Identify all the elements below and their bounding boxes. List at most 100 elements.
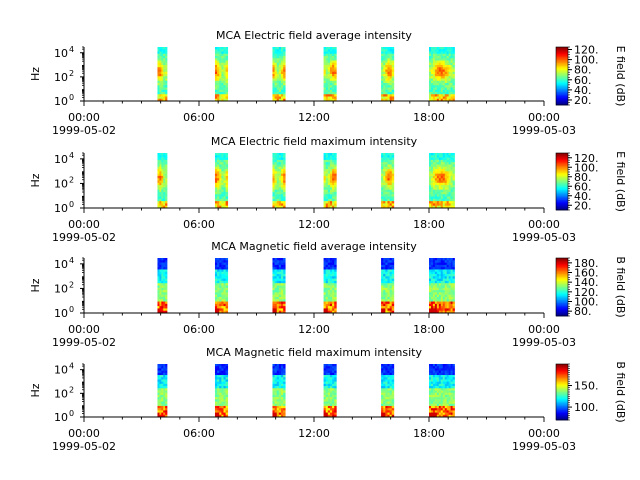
spectrogram-cell [280, 51, 284, 55]
spectrogram-cell [334, 157, 337, 161]
spectrogram-cell [276, 278, 280, 282]
spectrogram-cell [283, 159, 286, 163]
spectrogram-cell [438, 47, 442, 50]
spectrogram-cell [323, 89, 327, 93]
spectrogram-cell [436, 271, 440, 275]
spectrogram-cell [450, 159, 453, 163]
spectrogram-cell [219, 67, 222, 70]
spectrogram-cell [440, 58, 444, 61]
colorbar-swatch [556, 81, 568, 84]
spectrogram-cell [444, 166, 447, 170]
spectrogram-cell [385, 76, 388, 79]
x-tick-label: 00:00 [528, 218, 560, 231]
spectrogram-cell [381, 271, 384, 275]
panel-title: MCA Electric field average intensity [216, 29, 412, 42]
spectrogram-cell [323, 85, 327, 88]
spectrogram-cell [450, 166, 453, 170]
spectrogram-cell [438, 185, 442, 188]
colorbar-tick-label: 60. [574, 74, 592, 87]
spectrogram-cell [272, 185, 275, 188]
colorbar-tick-label: 120. [574, 152, 599, 165]
spectrogram-cell [165, 94, 168, 97]
spectrogram-cell [429, 408, 432, 411]
spectrogram-cell [444, 203, 447, 207]
spectrogram-cell [452, 392, 455, 396]
spectrogram-cell [272, 203, 275, 207]
colorbar-swatch [556, 407, 568, 410]
spectrogram-cell [274, 269, 278, 273]
spectrogram-cell [440, 80, 444, 84]
spectrogram-cell [389, 62, 393, 66]
spectrogram-cell [444, 180, 447, 184]
spectrogram-cell [272, 271, 275, 275]
spectrogram-cell [272, 53, 275, 57]
spectrogram-cell [391, 379, 395, 382]
spectrogram-cell [385, 60, 388, 64]
y-tick-base: 10 [54, 282, 68, 295]
spectrogram-cell [223, 366, 226, 369]
spectrogram-cell [278, 180, 282, 184]
spectrogram-cell [387, 308, 390, 312]
spectrogram-cell [159, 185, 162, 188]
spectrogram-cell [276, 287, 280, 291]
spectrogram-cell [434, 290, 438, 293]
spectrogram-cell [442, 366, 446, 369]
spectrogram-cell [225, 267, 229, 270]
spectrogram-cell [383, 258, 386, 261]
spectrogram-cell [217, 399, 220, 402]
spectrogram-cell [442, 278, 446, 282]
spectrogram-cell [159, 83, 162, 86]
spectrogram-cell [448, 185, 451, 188]
spectrogram-cell [272, 180, 275, 184]
spectrogram-cell [223, 60, 226, 64]
spectrogram-cell [325, 397, 329, 400]
spectrogram-cell [214, 290, 218, 293]
spectrogram-cell [272, 299, 275, 302]
spectrogram-cell [163, 292, 166, 295]
spectrogram-cell [217, 78, 220, 82]
spectrogram-cell [161, 173, 164, 177]
spectrogram-cell [283, 294, 286, 298]
spectrogram-cell [280, 390, 284, 394]
y-tick-base: 10 [54, 202, 68, 215]
spectrogram-cell [159, 276, 162, 279]
spectrogram-cell [450, 205, 453, 209]
spectrogram-cell [434, 269, 438, 273]
spectrogram-cell [385, 372, 388, 376]
spectrogram-cell [383, 290, 386, 293]
y-tick-label: 10 [54, 282, 68, 295]
spectrogram-cell [163, 274, 166, 277]
spectrogram-cell [276, 299, 280, 302]
spectrogram-cell [217, 175, 220, 179]
spectrogram-cell [165, 98, 168, 102]
spectrogram-cell [219, 60, 222, 64]
spectrogram-cell [391, 98, 395, 102]
spectrogram-cell [334, 173, 337, 177]
spectrogram-cell [442, 260, 446, 263]
spectrogram-cell [165, 308, 168, 312]
spectrogram-cell [391, 49, 395, 52]
spectrogram-cell [434, 258, 438, 261]
colorbar-swatch [556, 99, 568, 102]
spectrogram-cell [325, 162, 329, 165]
spectrogram-cell [438, 196, 442, 200]
spectrogram-cell [283, 381, 286, 385]
spectrogram-cell [214, 306, 218, 309]
spectrogram-cell [225, 80, 229, 84]
spectrogram-cell [219, 58, 222, 61]
spectrogram-cell [430, 310, 434, 314]
spectrogram-cell [325, 89, 329, 93]
spectrogram-cell [450, 287, 453, 291]
spectrogram-cell [452, 180, 455, 184]
spectrogram-cell [272, 74, 275, 77]
spectrogram-cell [446, 180, 449, 184]
colorbar-swatch [556, 403, 568, 405]
spectrogram-cell [430, 74, 434, 77]
spectrogram-cell [219, 294, 222, 298]
spectrogram-cell [383, 303, 386, 307]
spectrogram-cell [440, 171, 444, 174]
spectrogram-cell [159, 159, 162, 163]
spectrogram-cell [221, 51, 224, 55]
spectrogram-cell [283, 47, 286, 50]
spectrogram-cell [283, 85, 286, 88]
